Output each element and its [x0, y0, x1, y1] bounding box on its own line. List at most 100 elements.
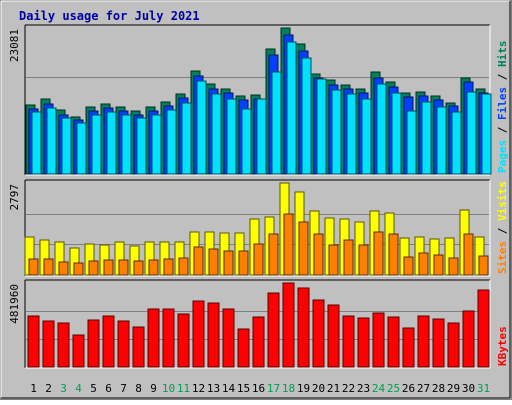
bar-pages-day-30 [466, 91, 477, 175]
bar-sites-day-19 [298, 221, 309, 276]
bar-kbytes-day-27 [417, 315, 430, 368]
bar-pages-day-28 [436, 106, 447, 175]
chart-title: Daily usage for July 2021 [19, 9, 200, 23]
bar-kbytes-day-5 [87, 319, 100, 368]
bar-pages-day-13 [211, 93, 222, 175]
bar-kbytes-day-15 [237, 328, 250, 368]
bar-pages-day-4 [76, 122, 87, 175]
bar-sites-day-4 [73, 262, 84, 276]
panel-bottom-max-label: 481960 [8, 284, 21, 324]
bar-sites-day-20 [313, 233, 324, 276]
bar-kbytes-day-21 [327, 304, 340, 368]
panel-middle: 2797 Sites / Visits [8, 179, 509, 277]
bar-sites-day-10 [163, 258, 174, 276]
bar-pages-day-2 [46, 107, 57, 175]
bar-kbytes-day-1 [27, 315, 40, 368]
bar-kbytes-day-22 [342, 315, 355, 368]
bar-kbytes-day-7 [117, 320, 130, 368]
x-label-day-4: 4 [75, 382, 82, 395]
bar-sites-day-31 [478, 255, 489, 276]
panel-top-max-label: 23081 [8, 29, 21, 62]
x-label-day-22: 22 [342, 382, 355, 395]
x-label-day-23: 23 [357, 382, 370, 395]
bar-pages-day-14 [226, 98, 237, 175]
x-label-day-17: 17 [267, 382, 280, 395]
bar-kbytes-day-24 [372, 312, 385, 368]
bar-kbytes-day-2 [42, 320, 55, 368]
x-label-day-5: 5 [90, 382, 97, 395]
bar-sites-day-17 [268, 233, 279, 276]
x-label-day-8: 8 [135, 382, 142, 395]
x-label-day-28: 28 [432, 382, 445, 395]
x-label-day-9: 9 [150, 382, 157, 395]
panel-middle-max-label: 2797 [8, 184, 21, 211]
x-label-day-19: 19 [297, 382, 310, 395]
x-label-day-12: 12 [192, 382, 205, 395]
bar-sites-day-18 [283, 213, 294, 276]
bar-pages-day-5 [91, 114, 102, 175]
bar-kbytes-day-12 [192, 300, 205, 368]
x-label-day-24: 24 [372, 382, 386, 395]
panel-middle-legend: Sites / Visits [496, 181, 509, 274]
bar-kbytes-day-3 [57, 322, 70, 368]
bar-pages-day-18 [286, 41, 297, 175]
x-axis-day-labels: 1 2 3 4 5 6 7 8 9 10 11 12 13 14 15 16 17 18 19 20 21 22 23 24 2… [30, 382, 490, 395]
x-label-day-1: 1 [30, 382, 37, 395]
bar-kbytes-day-31 [477, 289, 490, 368]
bar-pages-day-26 [406, 110, 417, 175]
bar-sites-day-8 [133, 260, 144, 276]
bar-pages-day-3 [61, 117, 72, 175]
bar-pages-day-11 [181, 102, 192, 175]
bar-kbytes-day-25 [387, 316, 400, 368]
bar-sites-day-16 [253, 243, 264, 276]
bar-pages-day-27 [421, 101, 432, 175]
bar-sites-day-28 [433, 254, 444, 276]
x-label-day-13: 13 [207, 382, 220, 395]
x-label-day-30: 30 [462, 382, 475, 395]
bar-pages-day-1 [31, 111, 42, 175]
bar-kbytes-day-29 [447, 322, 460, 368]
x-label-day-2: 2 [45, 382, 52, 395]
x-label-day-21: 21 [327, 382, 340, 395]
bar-sites-day-11 [178, 257, 189, 276]
x-label-day-31: 31 [477, 382, 490, 395]
bar-pages-day-17 [271, 71, 282, 175]
chart-panels: 23081 Pages / Files / Hits 2797 Sites / Vis… [8, 24, 509, 369]
legend-pages: Pages [496, 140, 509, 173]
bar-kbytes-day-30 [462, 310, 475, 368]
bar-kbytes-day-19 [297, 287, 310, 368]
bar-pages-day-12 [196, 80, 207, 175]
bar-kbytes-day-4 [72, 334, 85, 368]
bar-pages-day-25 [391, 92, 402, 175]
bar-sites-day-22 [343, 239, 354, 276]
bar-kbytes-day-20 [312, 299, 325, 368]
panel-bottom-legend: KBytes [496, 326, 509, 366]
bar-kbytes-day-23 [357, 317, 370, 368]
x-label-day-3: 3 [60, 382, 67, 395]
x-label-day-29: 29 [447, 382, 460, 395]
bar-kbytes-day-26 [402, 327, 415, 368]
x-label-day-11: 11 [177, 382, 190, 395]
bar-sites-day-6 [103, 259, 114, 276]
x-label-day-7: 7 [120, 382, 127, 395]
bar-sites-day-12 [193, 246, 204, 276]
bar-sites-day-14 [223, 250, 234, 276]
bar-sites-day-27 [418, 252, 429, 276]
x-label-day-25: 25 [387, 382, 400, 395]
legend-sites: Sites [496, 241, 509, 274]
panel-top-legend: Pages / Files / Hits [496, 41, 509, 174]
bar-sites-day-1 [28, 258, 39, 276]
x-label-day-16: 16 [252, 382, 265, 395]
bar-kbytes-day-8 [132, 326, 145, 368]
bar-pages-day-29 [451, 111, 462, 175]
bar-kbytes-day-17 [267, 292, 280, 368]
panel-bottom: 481960 KBytes [8, 279, 509, 369]
bar-kbytes-day-16 [252, 316, 265, 368]
bar-kbytes-day-28 [432, 318, 445, 368]
bar-pages-day-20 [316, 78, 327, 175]
bar-sites-day-7 [118, 259, 129, 276]
bar-pages-day-15 [241, 108, 252, 175]
panel-top: 23081 Pages / Files / Hits [8, 24, 509, 176]
bar-sites-day-9 [148, 259, 159, 276]
